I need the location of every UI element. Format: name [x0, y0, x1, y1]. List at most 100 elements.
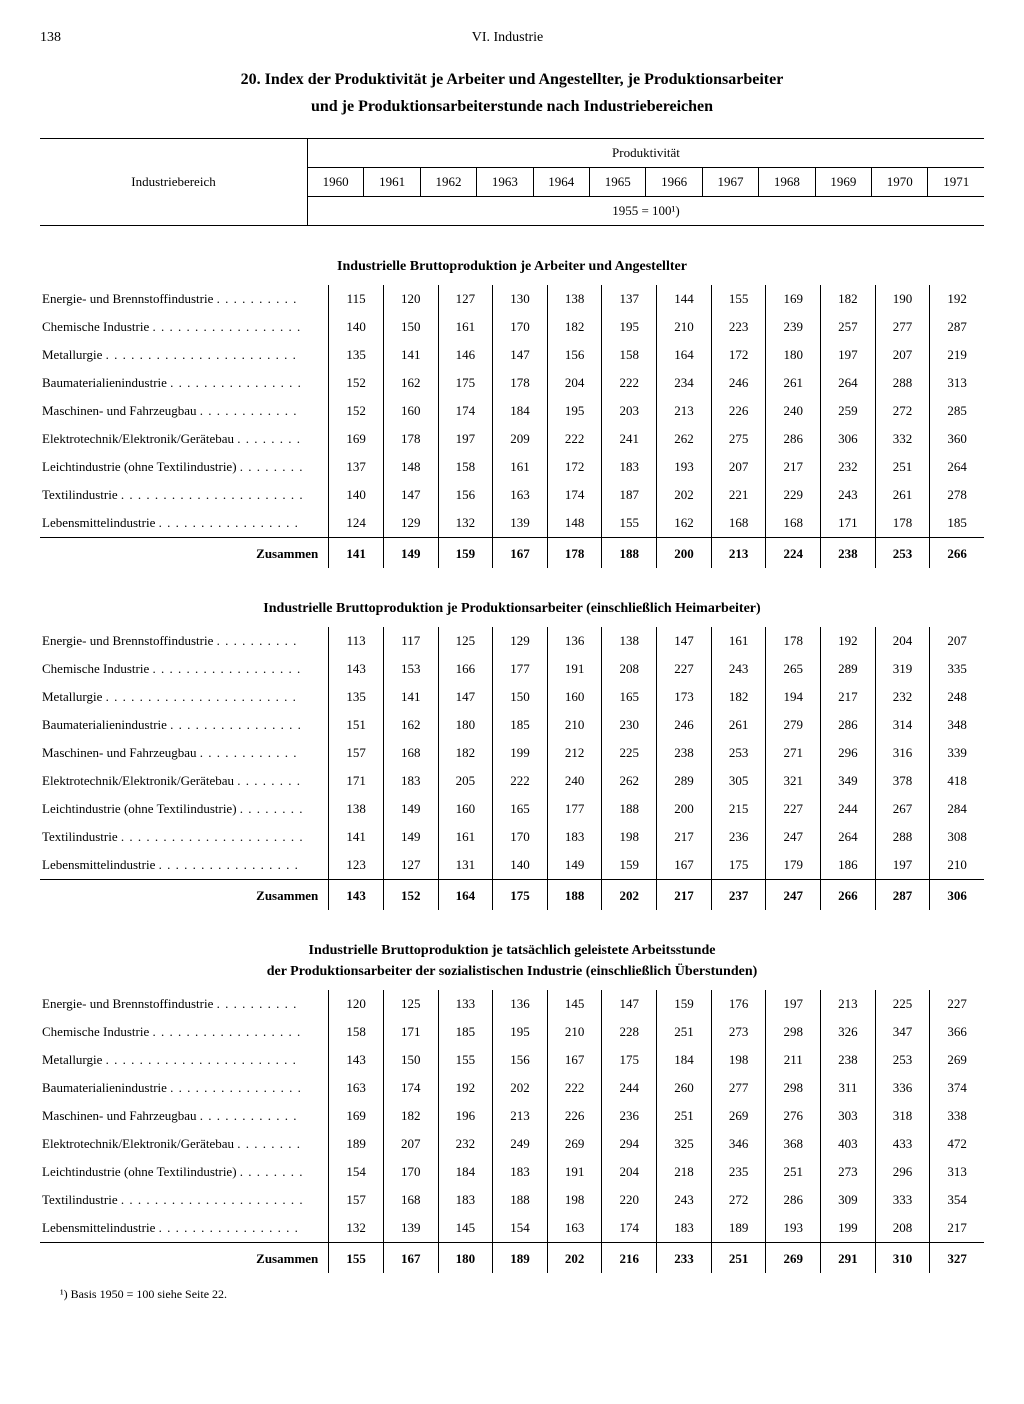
data-cell: 159: [602, 851, 657, 880]
data-cell: 199: [493, 739, 548, 767]
rowhead-label: Industriebereich: [40, 139, 307, 226]
data-cell: 174: [547, 481, 602, 509]
data-cell: 251: [657, 1102, 712, 1130]
data-cell: 221: [711, 481, 766, 509]
data-cell: 244: [602, 1074, 657, 1102]
data-cell: 182: [438, 739, 493, 767]
data-cell: 133: [438, 990, 493, 1018]
data-cell: 325: [657, 1130, 712, 1158]
data-cell: 167: [547, 1046, 602, 1074]
row-label: Chemische Industrie: [40, 313, 329, 341]
sum-label: Zusammen: [40, 880, 329, 911]
data-cell: 243: [711, 655, 766, 683]
title-line-1: 20. Index der Produktivität je Arbeiter …: [241, 71, 784, 88]
data-cell: 217: [766, 453, 821, 481]
data-cell: 127: [438, 285, 493, 313]
data-cell: 226: [711, 397, 766, 425]
data-cell: 149: [383, 823, 438, 851]
data-cell: 191: [547, 655, 602, 683]
year-cell: 1967: [702, 168, 758, 197]
sum-cell: 180: [438, 1243, 493, 1274]
sum-cell: 167: [493, 538, 548, 569]
data-cell: 286: [766, 425, 821, 453]
data-cell: 262: [602, 767, 657, 795]
data-cell: 174: [602, 1214, 657, 1243]
data-cell: 211: [766, 1046, 821, 1074]
year-cell: 1966: [646, 168, 702, 197]
data-cell: 277: [875, 313, 930, 341]
data-cell: 213: [493, 1102, 548, 1130]
section-title: Industrielle Bruttoproduktion je tatsäch…: [40, 940, 984, 982]
data-cell: 124: [329, 509, 384, 538]
data-cell: 332: [875, 425, 930, 453]
data-cell: 198: [547, 1186, 602, 1214]
data-cell: 208: [875, 1214, 930, 1243]
data-cell: 123: [329, 851, 384, 880]
table-row: Baumaterialienindustrie 1511621801852102…: [40, 711, 984, 739]
data-cell: 278: [930, 481, 984, 509]
data-cell: 180: [438, 711, 493, 739]
data-cell: 226: [547, 1102, 602, 1130]
data-cell: 269: [711, 1102, 766, 1130]
data-cell: 136: [547, 627, 602, 655]
row-label: Textilindustrie: [40, 823, 329, 851]
data-cell: 339: [930, 739, 984, 767]
data-cell: 195: [602, 313, 657, 341]
year-cell: 1963: [477, 168, 533, 197]
data-cell: 198: [711, 1046, 766, 1074]
row-label: Chemische Industrie: [40, 1018, 329, 1046]
data-cell: 129: [383, 509, 438, 538]
data-cell: 418: [930, 767, 984, 795]
data-cell: 225: [875, 990, 930, 1018]
data-cell: 147: [383, 481, 438, 509]
table-row: Lebensmittelindustrie 123127131140149159…: [40, 851, 984, 880]
data-cell: 183: [383, 767, 438, 795]
data-cell: 174: [438, 397, 493, 425]
data-cell: 171: [821, 509, 876, 538]
data-cell: 257: [821, 313, 876, 341]
data-cell: 230: [602, 711, 657, 739]
data-cell: 229: [766, 481, 821, 509]
data-cell: 132: [438, 509, 493, 538]
data-cell: 208: [602, 655, 657, 683]
sum-cell: 202: [602, 880, 657, 911]
data-cell: 138: [602, 627, 657, 655]
sum-row: Zusammen14315216417518820221723724726628…: [40, 880, 984, 911]
data-cell: 335: [930, 655, 984, 683]
page-number: 138: [40, 30, 61, 46]
data-cell: 267: [875, 795, 930, 823]
data-cell: 251: [766, 1158, 821, 1186]
footnote: ¹) Basis 1950 = 100 siehe Seite 22.: [40, 1287, 984, 1302]
data-cell: 113: [329, 627, 384, 655]
sum-cell: 269: [766, 1243, 821, 1274]
data-cell: 168: [711, 509, 766, 538]
table-row: Textilindustrie 157168183188198220243272…: [40, 1186, 984, 1214]
data-cell: 213: [821, 990, 876, 1018]
sum-cell: 200: [657, 538, 712, 569]
data-cell: 198: [602, 823, 657, 851]
data-cell: 236: [602, 1102, 657, 1130]
data-cell: 163: [329, 1074, 384, 1102]
row-label: Leichtindustrie (ohne Textilindustrie): [40, 453, 329, 481]
table-row: Energie- und Brennstoffindustrie 1131171…: [40, 627, 984, 655]
row-label: Lebensmittelindustrie: [40, 851, 329, 880]
data-cell: 193: [766, 1214, 821, 1243]
data-cell: 294: [602, 1130, 657, 1158]
row-label: Elektrotechnik/Elektronik/Gerätebau: [40, 1130, 329, 1158]
data-cell: 309: [821, 1186, 876, 1214]
row-label: Leichtindustrie (ohne Textilindustrie): [40, 1158, 329, 1186]
data-cell: 285: [930, 397, 984, 425]
sum-cell: 178: [547, 538, 602, 569]
data-cell: 222: [547, 1074, 602, 1102]
data-cell: 156: [493, 1046, 548, 1074]
sum-cell: 253: [875, 538, 930, 569]
data-cell: 144: [657, 285, 712, 313]
data-cell: 158: [602, 341, 657, 369]
data-cell: 160: [547, 683, 602, 711]
data-cell: 194: [766, 683, 821, 711]
sum-cell: 149: [383, 538, 438, 569]
data-cell: 213: [657, 397, 712, 425]
data-cell: 182: [711, 683, 766, 711]
data-cell: 284: [930, 795, 984, 823]
year-cell: 1964: [533, 168, 589, 197]
